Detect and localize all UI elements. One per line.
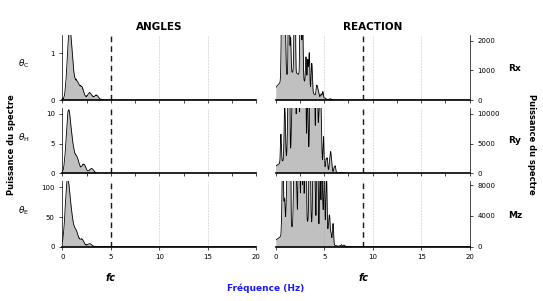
Text: $\theta_{\rm H}$: $\theta_{\rm H}$	[18, 131, 29, 144]
Text: fc: fc	[106, 273, 116, 283]
Text: Puissance du spectre: Puissance du spectre	[527, 94, 535, 195]
Text: $\mathbf{Ry}$: $\mathbf{Ry}$	[508, 134, 523, 147]
Text: Puissance du spectre: Puissance du spectre	[8, 94, 16, 195]
Text: $\theta_{\rm E}$: $\theta_{\rm E}$	[18, 205, 29, 217]
Text: $\theta_{\rm C}$: $\theta_{\rm C}$	[18, 58, 29, 70]
Text: Fréquence (Hz): Fréquence (Hz)	[228, 284, 305, 293]
Text: $\mathbf{Mz}$: $\mathbf{Mz}$	[508, 209, 524, 219]
Text: fc: fc	[358, 273, 368, 283]
Title: ANGLES: ANGLES	[136, 23, 182, 33]
Text: $\mathbf{Rx}$: $\mathbf{Rx}$	[508, 62, 523, 73]
Title: REACTION: REACTION	[343, 23, 402, 33]
